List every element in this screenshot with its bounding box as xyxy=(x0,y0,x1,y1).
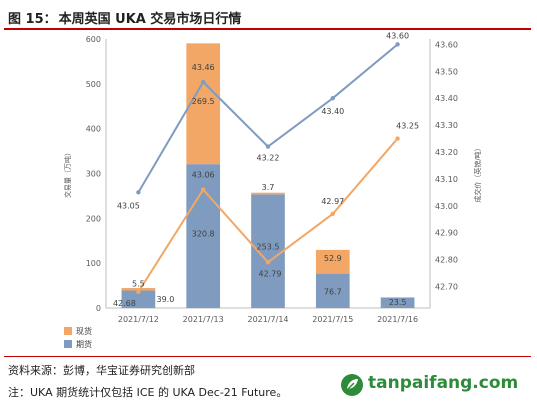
y-right-tick-label: 43.50 xyxy=(435,67,458,76)
top-rule xyxy=(4,28,531,30)
source-note: 资料来源：彭博，华宝证券研究创新部 xyxy=(8,364,195,377)
y-right-tick-label: 43.00 xyxy=(435,202,458,211)
price-point-futures xyxy=(136,190,141,195)
bar-spot-label: 3.7 xyxy=(262,183,275,192)
price-point-futures xyxy=(395,42,400,47)
y-tick-label: 0 xyxy=(96,304,101,313)
price-line-futures xyxy=(137,43,399,193)
x-tick-label: 2021/7/16 xyxy=(377,315,418,324)
y-right-axis-title: 成交价（英镑/吨） xyxy=(473,144,482,202)
price-point-spot xyxy=(330,211,335,217)
bar-futures xyxy=(315,273,350,308)
price-point-spot xyxy=(201,187,206,192)
x-tick-label: 2021/7/12 xyxy=(118,315,159,324)
price-futures-label: 43.40 xyxy=(321,107,344,116)
y-right-tick-label: 43.20 xyxy=(435,148,458,157)
figure-title-text: 本周英国 UKA 交易市场日行情 xyxy=(58,12,242,27)
x-tick-label: 2021/7/15 xyxy=(312,315,353,324)
y-right-tick-label: 42.90 xyxy=(435,229,458,238)
y-right-tick-label: 43.10 xyxy=(435,175,458,184)
y-axis-title: 交易量（万吨） xyxy=(63,149,72,198)
price-spot-label: 43.06 xyxy=(192,171,215,180)
bar-futures-label: 76.7 xyxy=(324,288,342,297)
price-point-spot xyxy=(136,289,141,295)
leaf-icon xyxy=(341,374,363,396)
price-point-futures xyxy=(201,79,206,85)
price-futures-label: 43.22 xyxy=(257,154,280,163)
y-tick-label: 300 xyxy=(86,170,101,179)
y-right-tick-label: 43.60 xyxy=(435,40,458,49)
price-point-futures xyxy=(330,95,335,101)
bottom-rule xyxy=(4,356,531,357)
bar-spot xyxy=(121,288,156,291)
price-spot-label: 42.68 xyxy=(113,299,136,308)
legend-swatch xyxy=(64,340,72,348)
legend-swatch xyxy=(64,327,72,335)
legend-label: 期货 xyxy=(76,339,92,349)
price-spot-label: 42.97 xyxy=(321,197,344,206)
legend-label: 现货 xyxy=(76,326,92,336)
x-tick-label: 2021/7/14 xyxy=(247,315,288,324)
price-futures-label: 43.60 xyxy=(386,31,409,40)
footnote: 注：UKA 期货统计仅包括 ICE 的 UKA Dec-21 Future。 xyxy=(8,386,288,399)
price-futures-label: 43.05 xyxy=(117,201,140,210)
figure-title: 图 15： 本周英国 UKA 交易市场日行情 xyxy=(8,8,243,27)
bar-spot xyxy=(251,192,285,195)
y-tick-label: 500 xyxy=(86,80,101,89)
chart: 0 100 200 300 400 500 600 42.70 42.80 42.90 43.00 4… xyxy=(63,31,482,349)
bar-spot-label: 52.9 xyxy=(324,254,342,263)
y-tick-label: 200 xyxy=(86,214,101,223)
bar-futures xyxy=(380,297,415,308)
logo-text: tanpaifang.com xyxy=(368,373,519,393)
bar-futures-label: 320.8 xyxy=(192,229,215,238)
y-right-tick-label: 43.30 xyxy=(435,121,458,130)
bar-spot-label: 269.5 xyxy=(192,97,215,106)
watermark-logo: tanpaifang.com xyxy=(340,372,530,398)
bar-spot xyxy=(315,249,350,274)
price-point-futures xyxy=(265,144,271,149)
bar-futures xyxy=(121,290,156,308)
bar-futures-label: 23.5 xyxy=(389,298,407,307)
bar-futures-label: 39.0 xyxy=(156,295,174,304)
price-point-spot xyxy=(395,136,400,141)
price-futures-label: 43.46 xyxy=(192,63,215,72)
bar-spot xyxy=(186,43,221,165)
y-tick-label: 100 xyxy=(86,259,101,268)
figure-label: 图 15： xyxy=(8,12,57,27)
y-right-tick-label: 42.80 xyxy=(435,256,458,265)
x-tick-label: 2021/7/13 xyxy=(183,315,224,324)
price-point-spot xyxy=(265,260,271,265)
bar-spot-label: 5.5 xyxy=(132,279,145,288)
y-tick-label: 600 xyxy=(86,35,101,44)
price-spot-label: 43.25 xyxy=(396,122,419,131)
price-spot-label: 42.79 xyxy=(259,269,282,278)
y-right-tick-label: 43.40 xyxy=(435,94,458,103)
y-right-tick-label: 42.70 xyxy=(435,282,458,291)
bar-futures-label: 253.5 xyxy=(257,243,280,252)
y-tick-label: 400 xyxy=(86,125,101,134)
